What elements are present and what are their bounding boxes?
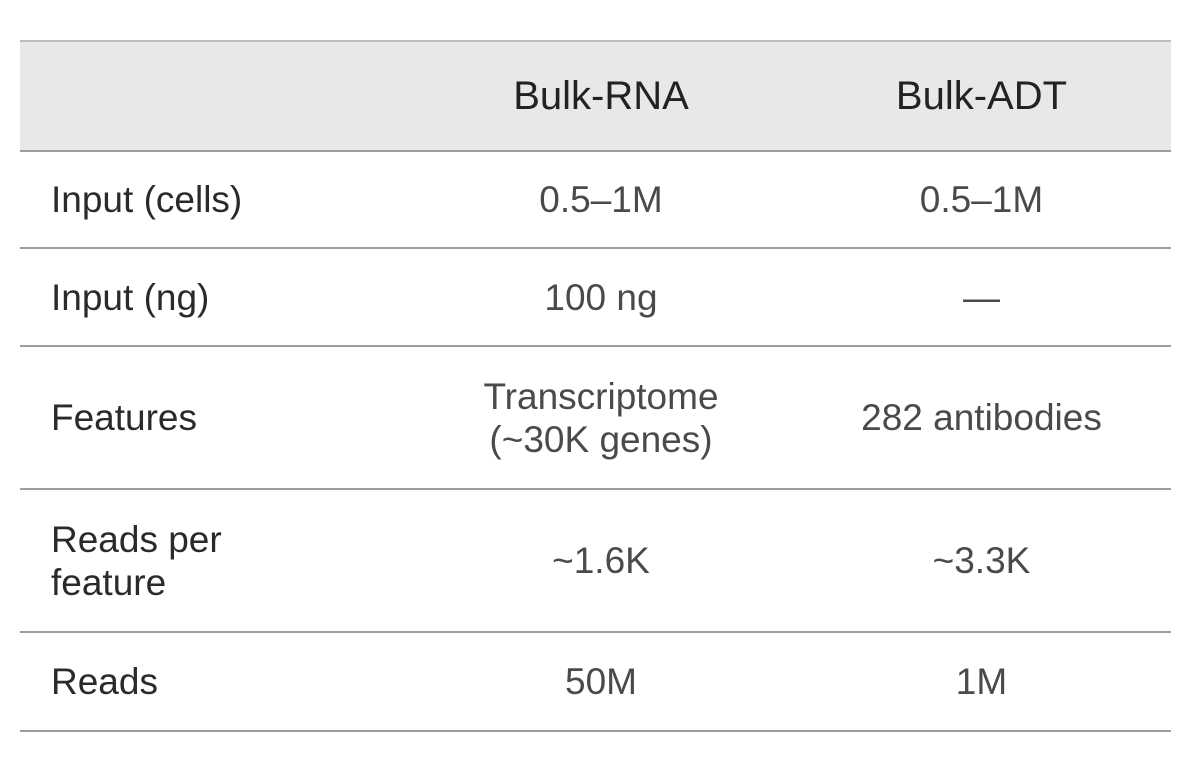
cell-bulk-rna: ~1.6K [410,489,792,633]
table-row: Input (ng) 100 ng — [20,248,1171,347]
cell-bulk-rna: 50M [410,632,792,732]
table-row: Reads per feature ~1.6K ~3.3K [20,489,1171,633]
row-label: Reads per feature [20,489,410,633]
row-label: Features [20,346,410,490]
header-cell-bulk-adt: Bulk-ADT [792,40,1171,152]
cell-bulk-rna-text: Transcriptome (~30K genes) [483,375,719,460]
cell-bulk-adt: 0.5–1M [792,151,1171,249]
cell-bulk-adt: — [792,248,1171,347]
cell-bulk-rna: Transcriptome (~30K genes) [410,346,792,490]
header-row: Bulk-RNA Bulk-ADT [20,40,1171,152]
table-row: Features Transcriptome (~30K genes) 282 … [20,346,1171,490]
cell-bulk-adt: 282 antibodies [792,346,1171,490]
row-label: Input (cells) [20,151,410,249]
header-cell-bulk-rna: Bulk-RNA [410,40,792,152]
cell-bulk-adt: ~3.3K [792,489,1171,633]
table-row: Input (cells) 0.5–1M 0.5–1M [20,151,1171,249]
comparison-table: Bulk-RNA Bulk-ADT Input (cells) 0.5–1M 0… [20,40,1171,732]
row-label: Reads [20,632,410,732]
cell-bulk-rna: 100 ng [410,248,792,347]
table-row: Reads 50M 1M [20,632,1171,732]
header-cell-empty [20,40,410,152]
cell-bulk-rna: 0.5–1M [410,151,792,249]
cell-bulk-adt: 1M [792,632,1171,732]
row-label-text: Reads per feature [51,518,222,603]
row-label: Input (ng) [20,248,410,347]
